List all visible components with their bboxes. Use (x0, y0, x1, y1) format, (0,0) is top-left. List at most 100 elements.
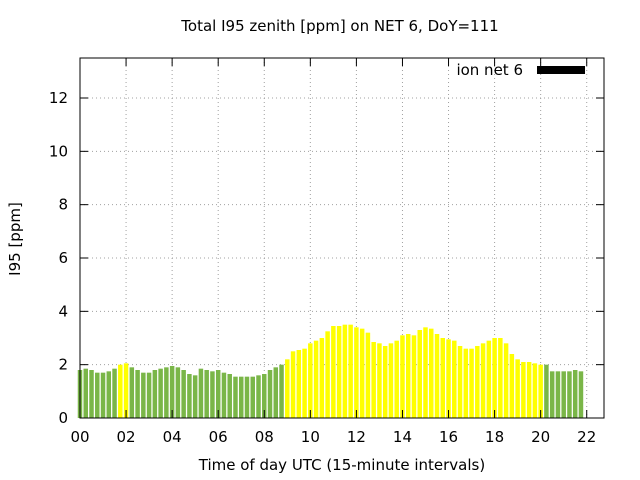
bar (210, 371, 215, 418)
x-tick-label: 06 (209, 428, 228, 446)
bar (498, 338, 503, 418)
x-tick-label: 12 (347, 428, 366, 446)
bar (227, 374, 232, 418)
y-tick-label: 0 (58, 409, 68, 427)
bar (187, 374, 192, 418)
bar (434, 334, 440, 418)
x-tick-label: 02 (117, 428, 136, 446)
bar (146, 372, 152, 418)
bar (480, 343, 486, 418)
bar (100, 372, 106, 418)
bar (181, 370, 186, 418)
bar (308, 343, 313, 418)
bar (538, 364, 543, 418)
bar (382, 346, 388, 418)
x-axis-label: Time of day UTC (15-minute intervals) (198, 456, 486, 474)
bar (313, 340, 319, 418)
y-tick-labels: 0 2 4 6 8 10 12 (49, 89, 68, 427)
y-tick-label: 2 (58, 356, 68, 374)
legend-label: ion net 6 (456, 61, 523, 79)
bar (348, 324, 353, 418)
bar (279, 364, 284, 418)
bar (503, 343, 509, 418)
bar (365, 332, 371, 418)
axis-ticks (79, 58, 604, 419)
bar (192, 375, 198, 418)
bar (244, 376, 250, 418)
bar (175, 367, 181, 418)
x-tick-label: 22 (577, 428, 596, 446)
bar (394, 340, 399, 418)
bar (475, 346, 480, 418)
bar (169, 366, 175, 418)
y-tick-label: 4 (58, 302, 68, 320)
bar (371, 342, 376, 418)
bar (112, 368, 117, 418)
bar (256, 375, 261, 418)
bars (77, 324, 584, 418)
bar (561, 371, 566, 418)
bar (273, 367, 279, 418)
x-tick-label: 10 (301, 428, 320, 446)
x-tick-label: 18 (485, 428, 504, 446)
bar (296, 350, 302, 418)
bar (429, 328, 434, 418)
y-tick-label: 8 (58, 196, 68, 214)
bar (388, 343, 394, 418)
x-tick-label: 20 (531, 428, 550, 446)
bar (549, 371, 555, 418)
chart-title: Total I95 zenith [ppm] on NET 6, DoY=111 (181, 17, 499, 35)
bar (118, 364, 123, 418)
bar (423, 327, 428, 418)
bar (555, 371, 561, 418)
bar (400, 335, 405, 418)
bar (526, 362, 532, 418)
x-tick-label: 04 (163, 428, 182, 446)
bar (572, 370, 578, 418)
bar (285, 359, 290, 418)
bar (469, 348, 474, 418)
x-tick-label: 14 (393, 428, 412, 446)
bar (135, 370, 140, 418)
legend-swatch (537, 66, 585, 74)
bar (215, 370, 221, 418)
bar (325, 331, 330, 418)
bar (446, 339, 451, 418)
bar (440, 338, 446, 418)
bar (198, 368, 204, 418)
bar (95, 372, 100, 418)
bar (83, 368, 88, 418)
bar (164, 367, 169, 418)
x-tick-labels: 00 02 04 06 08 10 12 14 16 18 20 22 (70, 428, 596, 446)
bar (509, 354, 515, 418)
bar (417, 330, 422, 418)
bar (319, 338, 325, 418)
bar (123, 363, 129, 418)
bar (354, 327, 359, 418)
bar (331, 326, 336, 418)
bar (250, 376, 255, 418)
y-tick-label: 10 (49, 142, 68, 160)
bar (158, 368, 163, 418)
bar (452, 340, 457, 418)
bar (515, 359, 520, 418)
bar (521, 362, 526, 418)
bar (486, 340, 492, 418)
x-tick-label: 00 (70, 428, 89, 446)
bar (532, 363, 538, 418)
bar (141, 372, 146, 418)
bar (405, 334, 411, 418)
y-axis-label: I95 [ppm] (6, 202, 24, 276)
bar (152, 370, 158, 418)
bar (233, 376, 238, 418)
bar (267, 370, 273, 418)
bar (262, 374, 267, 418)
bar (359, 328, 365, 418)
bar (89, 370, 94, 418)
bar (377, 343, 382, 418)
bar (204, 370, 209, 418)
bar (492, 338, 497, 418)
bar (544, 364, 549, 418)
x-tick-label: 08 (255, 428, 274, 446)
bar (463, 348, 469, 418)
